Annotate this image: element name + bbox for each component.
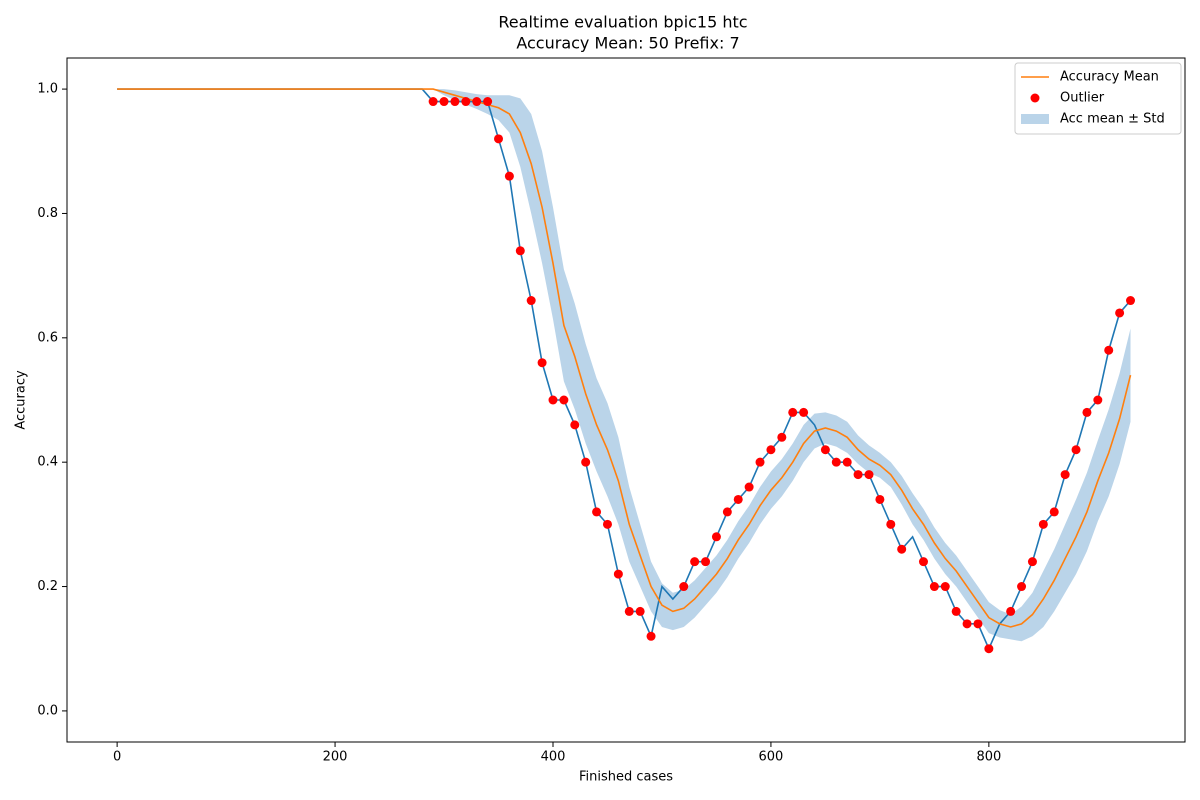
outlier-point [701,557,711,567]
outlier-point [461,97,471,107]
outlier-point [799,407,809,417]
outlier-point [1060,470,1070,480]
x-tick-label: 600 [759,750,784,765]
outlier-point [526,296,536,306]
outlier-point [864,470,874,480]
legend-label: Acc mean ± Std [1060,112,1165,127]
outlier-point [624,606,634,616]
y-tick-label: 0.2 [37,579,58,594]
outlier-point [428,97,438,107]
outlier-point [559,395,569,405]
outlier-point [1082,407,1092,417]
outlier-point [788,407,798,417]
outlier-point [548,395,558,405]
outlier-point [483,97,493,107]
outlier-point [711,532,721,542]
chart-subtitle: Accuracy Mean: 50 Prefix: 7 [516,34,739,53]
x-tick-label: 400 [541,750,566,765]
outlier-point [1017,582,1027,592]
outlier-point [755,457,765,467]
x-tick-label: 200 [323,750,348,765]
std-band [433,89,1131,642]
y-tick-label: 0.4 [37,455,58,470]
outlier-point [897,544,907,554]
outlier-point [984,644,994,654]
y-tick-label: 0.0 [37,703,58,718]
legend-label: Accuracy Mean [1060,70,1159,85]
outlier-point [929,582,939,592]
legend-swatch [1021,114,1049,124]
y-axis-label: Accuracy [14,370,29,430]
outlier-point [439,97,449,107]
outlier-point [733,494,743,504]
outlier-point [886,519,896,529]
outlier-point [1115,308,1125,318]
outlier-point [777,432,787,442]
outlier-point [973,619,983,629]
outlier-point [766,445,776,455]
outlier-point [842,457,852,467]
outlier-point [581,457,591,467]
outlier-point [679,582,689,592]
outlier-point [1071,445,1081,455]
series-line [117,88,1132,628]
outlier-point [918,557,928,567]
outlier-point [820,445,830,455]
outlier-point [1027,557,1037,567]
outlier-point [722,507,732,517]
x-tick-label: 800 [976,750,1001,765]
outlier-point [613,569,623,579]
outlier-point [504,171,514,181]
plot-area [117,88,1136,654]
y-tick-label: 0.6 [37,330,58,345]
outlier-point [962,619,972,629]
outlier-point [875,494,885,504]
legend-label: Outlier [1060,91,1105,106]
outlier-point [690,557,700,567]
outlier-point [744,482,754,492]
y-tick-label: 1.0 [37,82,58,97]
outlier-point [940,582,950,592]
outlier-point [831,457,841,467]
outlier-point [602,519,612,529]
legend-box [1014,62,1182,135]
outlier-point [1006,606,1016,616]
outlier-point [1126,296,1136,306]
outlier-point [853,470,863,480]
outlier-point [537,358,547,368]
outlier-point [450,97,460,107]
outlier-point [494,134,504,144]
legend-swatch [1030,93,1040,103]
outlier-point [1093,395,1103,405]
outlier-point [951,606,961,616]
outlier-point [1104,345,1114,355]
outlier-point [635,606,645,616]
axes-frame [66,57,1186,743]
outlier-point [646,631,656,641]
x-axis-label: Finished cases [579,770,673,785]
outlier-point [570,420,580,430]
outlier-point [1049,507,1059,517]
x-tick-label: 0 [113,750,121,765]
outlier-point [592,507,602,517]
y-tick-label: 0.8 [37,206,58,221]
outlier-point [472,97,482,107]
series-line [117,88,1132,651]
outlier-point [515,246,525,256]
outlier-point [1038,519,1048,529]
chart-title: Realtime evaluation bpic15 htc [498,13,747,32]
